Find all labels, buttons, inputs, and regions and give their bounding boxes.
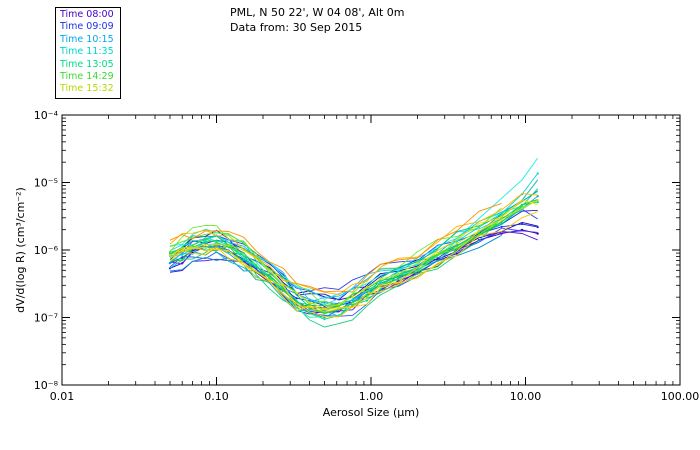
x-tick-label: 10.00 (510, 390, 542, 403)
legend-entry: Time 08:00 (60, 9, 114, 20)
data-point-marker (168, 261, 172, 265)
y-tick-label: 10⁻⁴ (34, 109, 59, 122)
data-point-marker (536, 172, 539, 175)
y-tick-label: 10⁻⁶ (34, 244, 59, 257)
data-point-marker (500, 225, 503, 228)
data-point-marker (323, 312, 326, 315)
data-point-marker (521, 207, 524, 210)
data-point-marker (227, 244, 230, 247)
data-point-marker (351, 301, 354, 304)
data-point-marker (521, 228, 524, 231)
data-point-marker (242, 259, 245, 262)
time-legend: Time 08:00 Time 09:09 Time 10:15 Time 11:35… (55, 7, 121, 99)
data-point-marker (365, 299, 368, 302)
data-point-marker (323, 301, 326, 304)
data-point-marker (204, 238, 207, 241)
data-point-marker (397, 273, 400, 276)
data-point-marker (268, 268, 271, 272)
series-line (169, 191, 538, 303)
series-line (169, 193, 538, 296)
legend-entry: Time 15:32 (60, 83, 114, 95)
data-point-marker (536, 201, 539, 204)
series-line (169, 188, 539, 317)
legend-entry: Time 14:29 (60, 71, 114, 83)
series-line (169, 218, 502, 307)
data-point-marker (254, 263, 257, 266)
data-point-marker (308, 301, 311, 304)
data-point-marker (242, 252, 245, 255)
legend-entry: Time 10:15 (60, 33, 114, 45)
data-point-marker (308, 312, 311, 315)
data-point-marker (242, 257, 245, 260)
data-point-marker (536, 195, 539, 198)
data-point-marker (191, 244, 194, 247)
legend-entry: Time 09:09 (60, 21, 114, 33)
data-point-marker (181, 253, 184, 256)
data-point-marker (536, 226, 539, 229)
legend-entry: Time 11:35 (60, 46, 114, 58)
data-point-marker (436, 252, 439, 255)
data-point-marker (379, 278, 382, 281)
y-tick-label: 10⁻⁵ (34, 177, 58, 190)
data-point-marker (500, 218, 503, 221)
plot-subtitle: Data from: 30 Sep 2015 (230, 21, 363, 34)
plot-title: PML, N 50 22', W 04 08', Alt 0m (230, 6, 405, 19)
x-tick-label: 0.01 (50, 390, 75, 403)
legend-entry: Time 13:05 (60, 58, 114, 70)
data-point-marker (215, 239, 218, 242)
data-point-marker (215, 241, 218, 244)
x-tick-label: 100.00 (661, 390, 700, 403)
data-point-marker (295, 297, 298, 300)
data-point-marker (308, 307, 311, 310)
x-tick-label: 1.00 (359, 390, 384, 403)
data-point-marker (379, 281, 382, 284)
data-point-marker (215, 243, 218, 246)
data-point-marker (323, 318, 326, 321)
data-point-marker (455, 242, 458, 245)
data-point-marker (295, 291, 298, 295)
data-point-marker (351, 298, 354, 301)
y-tick-label: 10⁻⁷ (34, 312, 58, 325)
x-axis-label: Aerosol Size (μm) (323, 406, 420, 419)
data-point-marker (416, 261, 419, 264)
y-tick-label: 10⁻⁸ (34, 379, 59, 392)
data-point-marker (351, 295, 354, 299)
series-line (169, 211, 538, 318)
series-line (169, 199, 538, 312)
data-point-marker (337, 303, 340, 306)
series-line (169, 202, 502, 293)
series-line (169, 207, 502, 307)
data-point-marker (536, 232, 539, 235)
x-tick-label: 0.10 (204, 390, 229, 403)
plot-frame (61, 114, 681, 386)
plot-header: PML, N 50 22', W 04 08', Alt 0m Data fro… (230, 5, 404, 35)
y-axis-label: dV/d(log R) (cm³/cm⁻²) (14, 187, 27, 313)
data-point-marker (204, 240, 207, 243)
data-point-marker (282, 289, 285, 292)
data-point-marker (268, 277, 271, 280)
data-point-marker (455, 245, 458, 248)
data-point-marker (323, 307, 326, 310)
data-point-marker (536, 199, 539, 202)
series-line (169, 210, 523, 328)
data-point-marker (282, 283, 285, 286)
data-point-marker (365, 286, 368, 289)
data-point-marker (204, 243, 207, 246)
data-point-marker (521, 222, 524, 226)
